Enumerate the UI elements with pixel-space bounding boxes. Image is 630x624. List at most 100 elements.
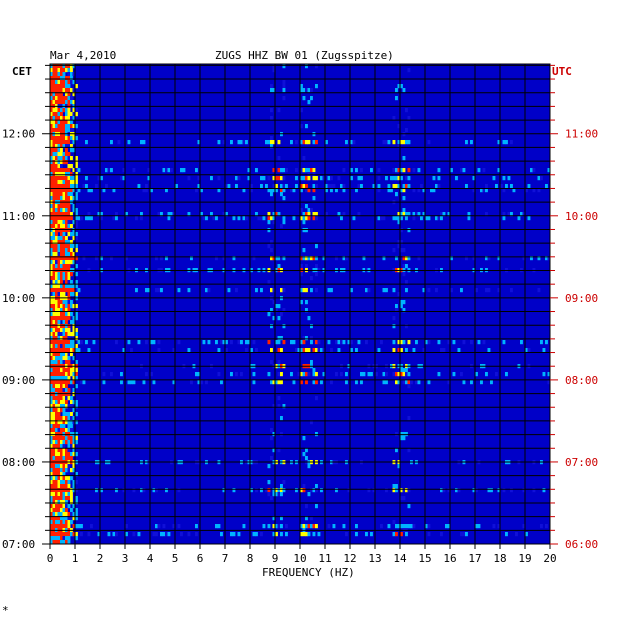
spectrogram-cell bbox=[395, 192, 398, 197]
spectrogram-cell bbox=[270, 192, 273, 197]
spectrogram-cell bbox=[337, 340, 341, 345]
spectrogram-cell bbox=[312, 380, 316, 385]
spectrogram-cell bbox=[52, 468, 56, 473]
spectrogram-cell bbox=[50, 316, 53, 321]
spectrogram-cell bbox=[200, 188, 203, 193]
spectrogram-cell bbox=[60, 400, 63, 405]
spectrogram-cell bbox=[52, 212, 56, 217]
spectrogram-cell bbox=[57, 380, 61, 385]
spectrogram-cell bbox=[67, 72, 71, 77]
spectrogram-cell bbox=[160, 532, 163, 537]
spectrogram-cell bbox=[527, 348, 531, 353]
spectrogram-cell bbox=[62, 372, 66, 377]
spectrogram-cell bbox=[62, 360, 66, 365]
spectrogram-cell bbox=[277, 256, 281, 261]
spectrogram-cell bbox=[57, 312, 61, 317]
spectrogram-cell bbox=[330, 188, 333, 193]
spectrogram-cell bbox=[65, 236, 68, 241]
spectrogram-cell bbox=[52, 324, 56, 329]
spectrogram-cell bbox=[55, 172, 58, 177]
spectrogram-cell bbox=[67, 128, 71, 133]
spectrogram-cell bbox=[60, 276, 63, 281]
spectrogram-cell bbox=[270, 84, 273, 89]
spectrogram-cell bbox=[50, 340, 53, 345]
spectrogram-cell bbox=[67, 440, 71, 445]
spectrogram-cell bbox=[60, 464, 63, 469]
spectrogram-cell bbox=[160, 288, 163, 293]
spectrogram-cell bbox=[60, 260, 63, 265]
spectrogram-cell bbox=[50, 136, 53, 141]
spectrogram-cell bbox=[55, 304, 58, 309]
spectrogram-cell bbox=[262, 524, 266, 529]
spectrogram-cell bbox=[62, 124, 66, 129]
spectrogram-cell bbox=[60, 524, 63, 529]
spectrogram-cell bbox=[65, 208, 68, 213]
spectrogram-cell bbox=[72, 448, 76, 453]
spectrogram-cell bbox=[67, 112, 71, 117]
spectrogram-cell bbox=[400, 212, 403, 217]
spectrogram-cell bbox=[72, 484, 76, 489]
spectrogram-cell bbox=[417, 380, 421, 385]
spectrogram-cell bbox=[145, 188, 148, 193]
spectrogram-cell bbox=[65, 224, 68, 229]
spectrogram-cell bbox=[57, 348, 61, 353]
spectrogram-cell bbox=[72, 444, 76, 449]
spectrogram-cell bbox=[545, 256, 548, 261]
spectrogram-cell bbox=[537, 188, 541, 193]
spectrogram-cell bbox=[52, 328, 56, 333]
spectrogram-cell bbox=[52, 508, 56, 513]
spectrogram-cell bbox=[407, 140, 411, 145]
spectrogram-cell bbox=[60, 372, 63, 377]
spectrogram-cell bbox=[57, 328, 61, 333]
spectrogram-cell bbox=[60, 96, 63, 101]
spectrogram-cell bbox=[65, 500, 68, 505]
spectrogram-cell bbox=[70, 76, 73, 81]
spectrogram-cell bbox=[70, 136, 73, 141]
spectrogram-cell bbox=[470, 380, 473, 385]
spectrogram-cell bbox=[502, 488, 506, 493]
spectrogram-cell bbox=[65, 452, 68, 457]
spectrogram-cell bbox=[302, 176, 306, 181]
spectrogram-cell bbox=[152, 488, 156, 493]
spectrogram-cell bbox=[55, 536, 58, 541]
spectrogram-cell bbox=[245, 340, 248, 345]
spectrogram-cell bbox=[75, 196, 78, 201]
spectrogram-cell bbox=[75, 112, 78, 117]
spectrogram-cell bbox=[50, 452, 53, 457]
spectrogram-cell bbox=[72, 140, 76, 145]
spectrogram-cell bbox=[272, 140, 276, 145]
spectrogram-cell bbox=[62, 452, 66, 457]
spectrogram-cell bbox=[392, 372, 396, 377]
spectrogram-cell bbox=[60, 488, 63, 493]
spectrogram-cell bbox=[62, 316, 66, 321]
spectrogram-cell bbox=[52, 360, 56, 365]
spectrogram-cell bbox=[272, 68, 276, 73]
spectrogram-cell bbox=[55, 148, 58, 153]
spectrogram-cell bbox=[55, 324, 58, 329]
spectrogram-cell bbox=[270, 240, 273, 245]
spectrogram-cell bbox=[122, 348, 126, 353]
spectrogram-cell bbox=[57, 308, 61, 313]
spectrogram-cell bbox=[302, 212, 306, 217]
spectrogram-cell bbox=[50, 240, 53, 245]
spectrogram-cell bbox=[60, 500, 63, 505]
spectrogram-cell bbox=[305, 516, 308, 521]
spectrogram-cell bbox=[50, 356, 53, 361]
spectrogram-cell bbox=[62, 264, 66, 269]
spectrogram-cell bbox=[72, 228, 76, 233]
spectrogram-cell bbox=[310, 336, 313, 341]
spectrogram-cell bbox=[67, 120, 71, 125]
x-tick-label: 9 bbox=[272, 552, 279, 565]
spectrogram-cell bbox=[57, 468, 61, 473]
spectrogram-cell bbox=[62, 512, 66, 517]
spectrogram-cell bbox=[460, 372, 463, 377]
chart-title: ZUGS HHZ BW 01 (Zugsspitze) bbox=[215, 49, 394, 62]
spectrogram-cell bbox=[485, 372, 488, 377]
spectrogram-cell bbox=[237, 216, 241, 221]
spectrogram-cell bbox=[60, 440, 63, 445]
spectrogram-cell bbox=[52, 172, 56, 177]
spectrogram-cell bbox=[60, 252, 63, 257]
utc-tick-label: 07:00 bbox=[565, 456, 598, 469]
spectrogram-cell bbox=[142, 188, 146, 193]
spectrogram-cell bbox=[55, 424, 58, 429]
